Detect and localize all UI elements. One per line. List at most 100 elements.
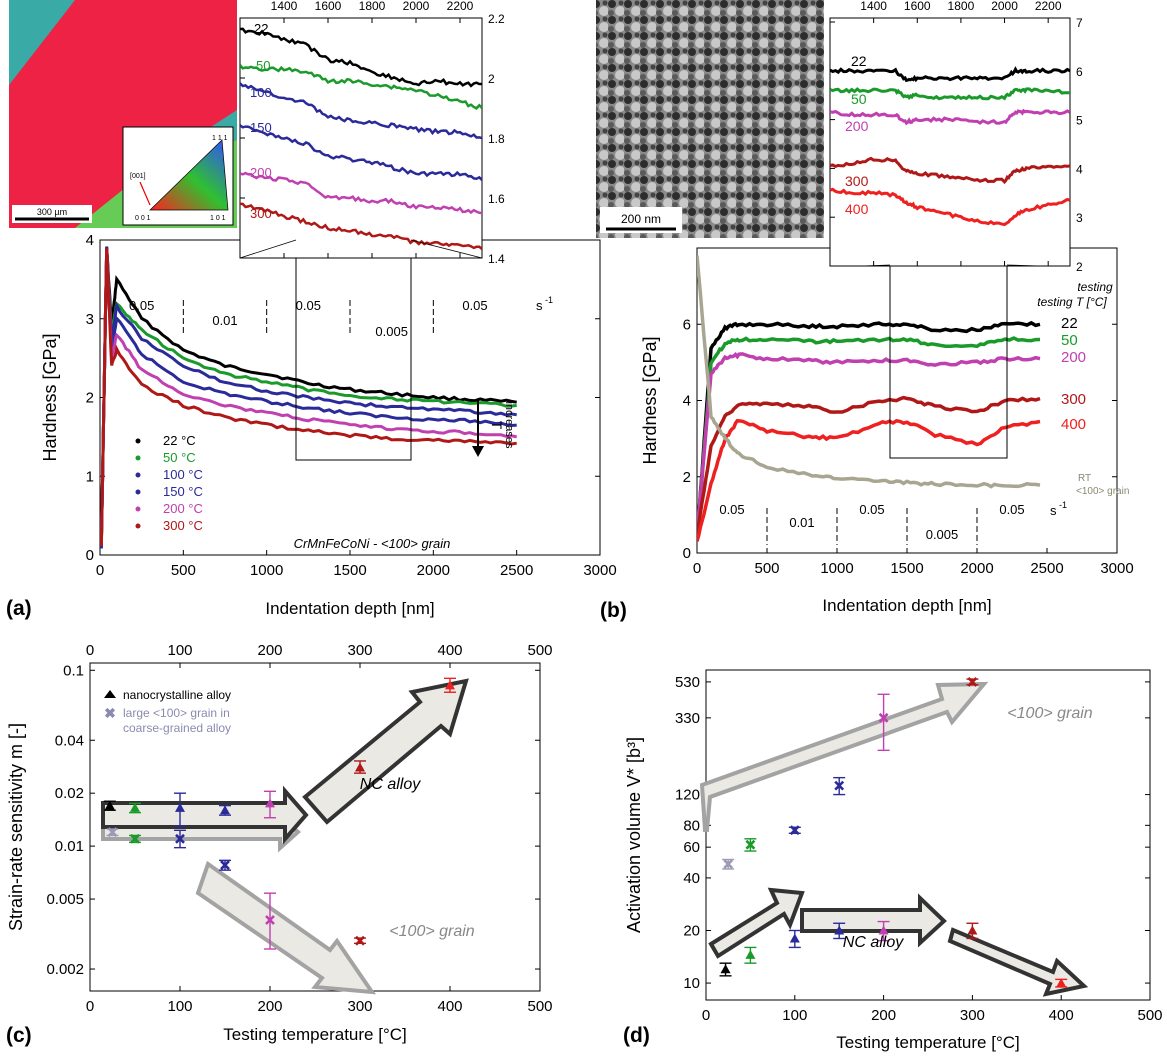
panel-a-xlabel: Indentation depth [nm] — [265, 599, 434, 618]
panel-a-inset-series-5 — [240, 202, 482, 250]
panel-c-point-triangle — [104, 800, 115, 810]
panel-d-xtick-label: 400 — [1049, 1007, 1074, 1024]
panel-c-xtick-label-top: 200 — [257, 642, 282, 659]
panel-b-inset-ytick-label: 7 — [1076, 16, 1083, 30]
panel-d-point-triangle — [878, 925, 889, 935]
panel-d-xtick-label: 100 — [782, 1007, 807, 1024]
panel-c-xtick-label-top: 500 — [527, 642, 552, 659]
panel-b-inset-lines: 22 50 200 300 400 — [830, 53, 1070, 227]
panel-a-zoom-box — [295, 239, 412, 461]
panel-a-zoom-connector-left — [239, 239, 297, 259]
panel-a-inset-axes: 1400140016001600180018002000200022002200… — [239, 0, 505, 266]
panel-a: 300 µm 1 1 1 0 0 1 1 0 1 [001] 0 500 1000 1… — [6, 0, 617, 620]
panel-d-point-triangle — [745, 949, 756, 959]
panel-a-legend-label: 50 °C — [163, 450, 196, 465]
panel-c-point-triangle — [445, 680, 455, 690]
panel-b-inset-xtick-label-top: 1600 — [904, 0, 931, 13]
ipf-top-label: 1 1 1 — [212, 135, 228, 142]
panel-d-arrows — [699, 681, 1089, 997]
panel-a-series-0 — [100, 248, 517, 549]
panel-c-ytick-label: 0.02 — [55, 785, 84, 802]
panel-a-rate-label: 0.05 — [462, 298, 487, 313]
panel-b-inset-series-label: 22 — [851, 53, 867, 69]
panel-a-xtick-label: 3000 — [583, 562, 616, 579]
panel-b-xtick-label: 500 — [754, 560, 779, 577]
panel-c-axes: 0 0 100 100 200 200 300 300 400 400 500 500 0.002 0.0… — [6, 642, 553, 1044]
panel-b-series-1 — [697, 336, 1041, 542]
panel-a-rate-label: 0.05 — [296, 298, 321, 313]
panel-a-label: (a) — [6, 597, 32, 620]
ebsd-map: 300 µm 1 1 1 0 0 1 1 0 1 [001] — [9, 0, 237, 228]
panel-b-inset-series-label: 400 — [845, 201, 869, 217]
ipf-dir-label: [001] — [130, 173, 146, 180]
panel-b-zoom-connector-left — [861, 264, 891, 267]
legend-x-marker: ✖ — [104, 705, 116, 721]
panel-c-xlabel: Testing temperature [°C] — [223, 1025, 407, 1044]
legend-grain-label-2: coarse-grained alloy — [123, 721, 231, 735]
panel-b-inset-series-1 — [830, 87, 1070, 101]
panel-b-inset-xtick-label-top: 1800 — [948, 0, 975, 13]
panel-c: 0 0 100 100 200 200 300 300 400 400 500 500 0.002 0.0… — [6, 642, 553, 1047]
panel-a-axes: 0 500 1000 1500 2000 2500 3000 0 1 2 3 4 Indentation… — [40, 232, 617, 618]
panel-a-inset-ytick-label: 1.4 — [488, 252, 505, 266]
tem-image — [596, 0, 824, 238]
grain-arrow-d — [699, 681, 989, 832]
panel-a-zoom-connector-right — [410, 239, 483, 259]
panel-d-xtick-label: 300 — [960, 1007, 985, 1024]
panel-d-point-x — [745, 839, 756, 850]
panel-c-point-triangle — [220, 805, 230, 815]
panel-a-legend-label: 150 °C — [163, 484, 203, 499]
panel-c-frame — [89, 662, 541, 992]
panel-b-inset-ytick-label: 3 — [1076, 211, 1083, 225]
panel-c-ytick-label: 0.04 — [55, 732, 84, 749]
ipf-left-label: 0 0 1 — [135, 215, 151, 222]
panel-d: 0 100 200 300 400 500 10 20 40 60 80 120 330 530 Testi… — [623, 669, 1163, 1052]
nc-alloy-arrow-label-d: NC alloy — [843, 934, 904, 951]
panel-b-series-3 — [697, 395, 1041, 534]
panel-c-point-triangle — [130, 802, 140, 812]
panel-c-point-x — [220, 860, 230, 871]
panel-a-ytick-label: 2 — [86, 390, 94, 407]
panel-c-arrows — [101, 678, 469, 995]
panel-d-label: (d) — [623, 1024, 650, 1047]
panel-b-xlabel: Indentation depth [nm] — [822, 596, 991, 615]
panel-a-legend-marker — [135, 472, 141, 478]
panel-a-inset-series-label: 300 — [250, 206, 272, 221]
panel-c-point-triangle — [265, 798, 275, 808]
panel-b-inset-series-4 — [830, 187, 1070, 227]
panel-a-series-5 — [100, 248, 517, 546]
panel-b-ytick-label: 0 — [683, 545, 691, 562]
panel-a-ylabel: Hardness [GPa] — [40, 333, 60, 461]
panel-b-ytick-label: 6 — [683, 316, 691, 333]
panel-c-xtick-label: 0 — [86, 998, 94, 1015]
panel-c-point-x — [355, 935, 365, 946]
panel-b-ylabel: Hardness [GPa] — [640, 336, 660, 464]
panel-a-xtick-label: 1000 — [250, 562, 283, 579]
panel-b-inset-frame — [829, 17, 1071, 267]
panel-b-label: (b) — [600, 599, 627, 622]
panel-d-frame — [705, 669, 1151, 1001]
panel-a-ytick-label: 1 — [86, 468, 94, 485]
panel-a-inset-ytick-label: 1.8 — [488, 132, 505, 146]
panel-b-rate-markers: 0.05 0.01 0.05 0.005 0.05 s -1 — [719, 500, 1067, 545]
panel-b-inset-ytick-label: 4 — [1076, 162, 1083, 176]
panel-a-xtick-label: 2000 — [417, 562, 450, 579]
panel-c-ylabel: Strain-rate sensitivity m [-] — [6, 723, 26, 931]
grain-arrow-2 — [195, 860, 377, 995]
panel-a-inset-series-3 — [240, 124, 482, 181]
grain-arrow-label-d: <100> grain — [1007, 705, 1093, 722]
panel-b-inset-frame — [829, 17, 1071, 267]
panel-b-curve-label: 50 — [1061, 332, 1078, 349]
panel-d-points — [719, 676, 1068, 988]
panel-a-rate-unit: s — [536, 298, 543, 313]
panel-b-inset-series-3 — [830, 156, 1070, 185]
panel-d-ytick-label: 120 — [675, 787, 700, 804]
legend-nc-label: nanocrystalline alloy — [123, 688, 231, 702]
panel-d-point-x — [789, 825, 800, 836]
panel-b-curve-label: 200 — [1061, 349, 1086, 366]
legend-grain-label-1: large <100> grain in — [123, 706, 230, 720]
panel-c-label: (c) — [6, 1024, 32, 1047]
panel-a-inset-lines: 22 50 100 150 200 300 — [240, 21, 482, 250]
ebsd-scalebar-label: 300 µm — [37, 207, 67, 217]
